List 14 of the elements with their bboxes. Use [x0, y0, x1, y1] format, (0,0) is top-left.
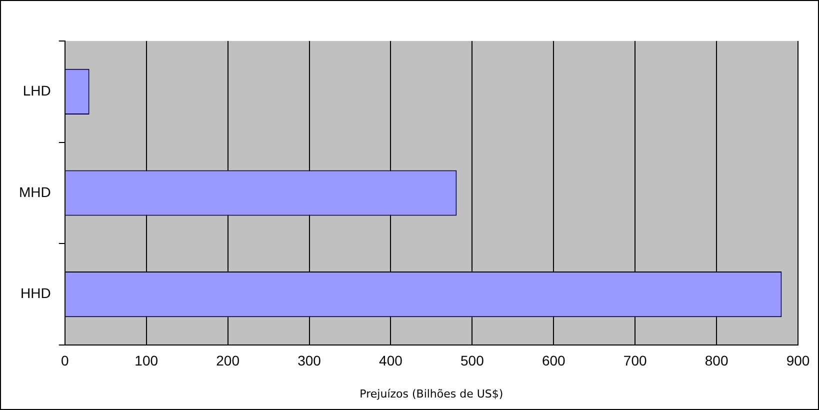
- x-tick-label: 800: [704, 352, 728, 368]
- x-tick-label: 500: [460, 352, 484, 368]
- x-tick-label: 300: [298, 352, 322, 368]
- y-tick-label: MHD: [18, 184, 51, 200]
- x-tick-label: 900: [786, 352, 810, 368]
- x-tick-label: 200: [216, 352, 240, 368]
- y-tick-label: HHD: [20, 285, 51, 302]
- x-tick-label: 600: [542, 352, 566, 368]
- x-axis-title: Prejuízos (Bilhões de US$): [360, 387, 504, 400]
- y-tick-label: LHD: [22, 82, 51, 99]
- x-tick-label: 0: [60, 352, 69, 368]
- x-tick-label: 400: [379, 352, 403, 368]
- x-tick-label: 100: [134, 352, 158, 368]
- x-tick-label: 700: [623, 352, 647, 368]
